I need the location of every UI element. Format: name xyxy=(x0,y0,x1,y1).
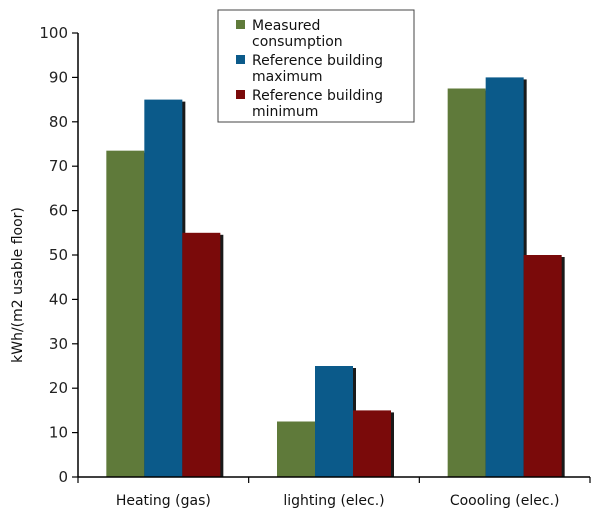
legend-swatch xyxy=(236,90,245,99)
bars xyxy=(106,77,565,478)
x-category-label: Coooling (elec.) xyxy=(450,493,560,509)
bar xyxy=(315,366,353,477)
legend-swatch xyxy=(236,20,245,29)
y-tick-label: 10 xyxy=(49,424,68,442)
legend-entry: Measured consumption xyxy=(252,18,343,50)
legend-box xyxy=(217,9,415,123)
bar xyxy=(106,150,145,477)
y-tick-label: 100 xyxy=(39,24,68,42)
x-category-label: Heating (gas) xyxy=(116,493,211,509)
y-tick-label: 50 xyxy=(49,246,68,264)
y-tick-label: 90 xyxy=(49,68,68,86)
bar xyxy=(523,255,562,477)
y-tick-label: 30 xyxy=(49,335,68,353)
y-tick-label: 70 xyxy=(49,157,68,175)
y-tick-label: 40 xyxy=(49,290,68,308)
x-category-label: lighting (elec.) xyxy=(283,493,384,509)
legend-entry: Reference building maximum xyxy=(252,53,383,85)
bar xyxy=(144,99,183,477)
bar xyxy=(353,410,391,477)
bar xyxy=(277,421,315,477)
bar xyxy=(447,88,486,477)
legend-swatch xyxy=(236,55,245,64)
y-axis-label: kWh/(m2 usable floor) xyxy=(10,207,26,363)
y-axis: 0 10 20 30 40 50 60 70 80 90 100 xyxy=(39,24,79,486)
bar xyxy=(182,232,221,477)
bar xyxy=(485,77,524,478)
y-tick-label: 80 xyxy=(49,113,68,131)
y-tick-label: 0 xyxy=(58,468,68,486)
y-tick-label: 20 xyxy=(49,379,68,397)
legend-entry: Reference building minimum xyxy=(252,88,383,120)
x-axis: Heating (gas) lighting (elec.) Coooling (e… xyxy=(77,476,591,509)
y-tick-label: 60 xyxy=(49,202,68,220)
